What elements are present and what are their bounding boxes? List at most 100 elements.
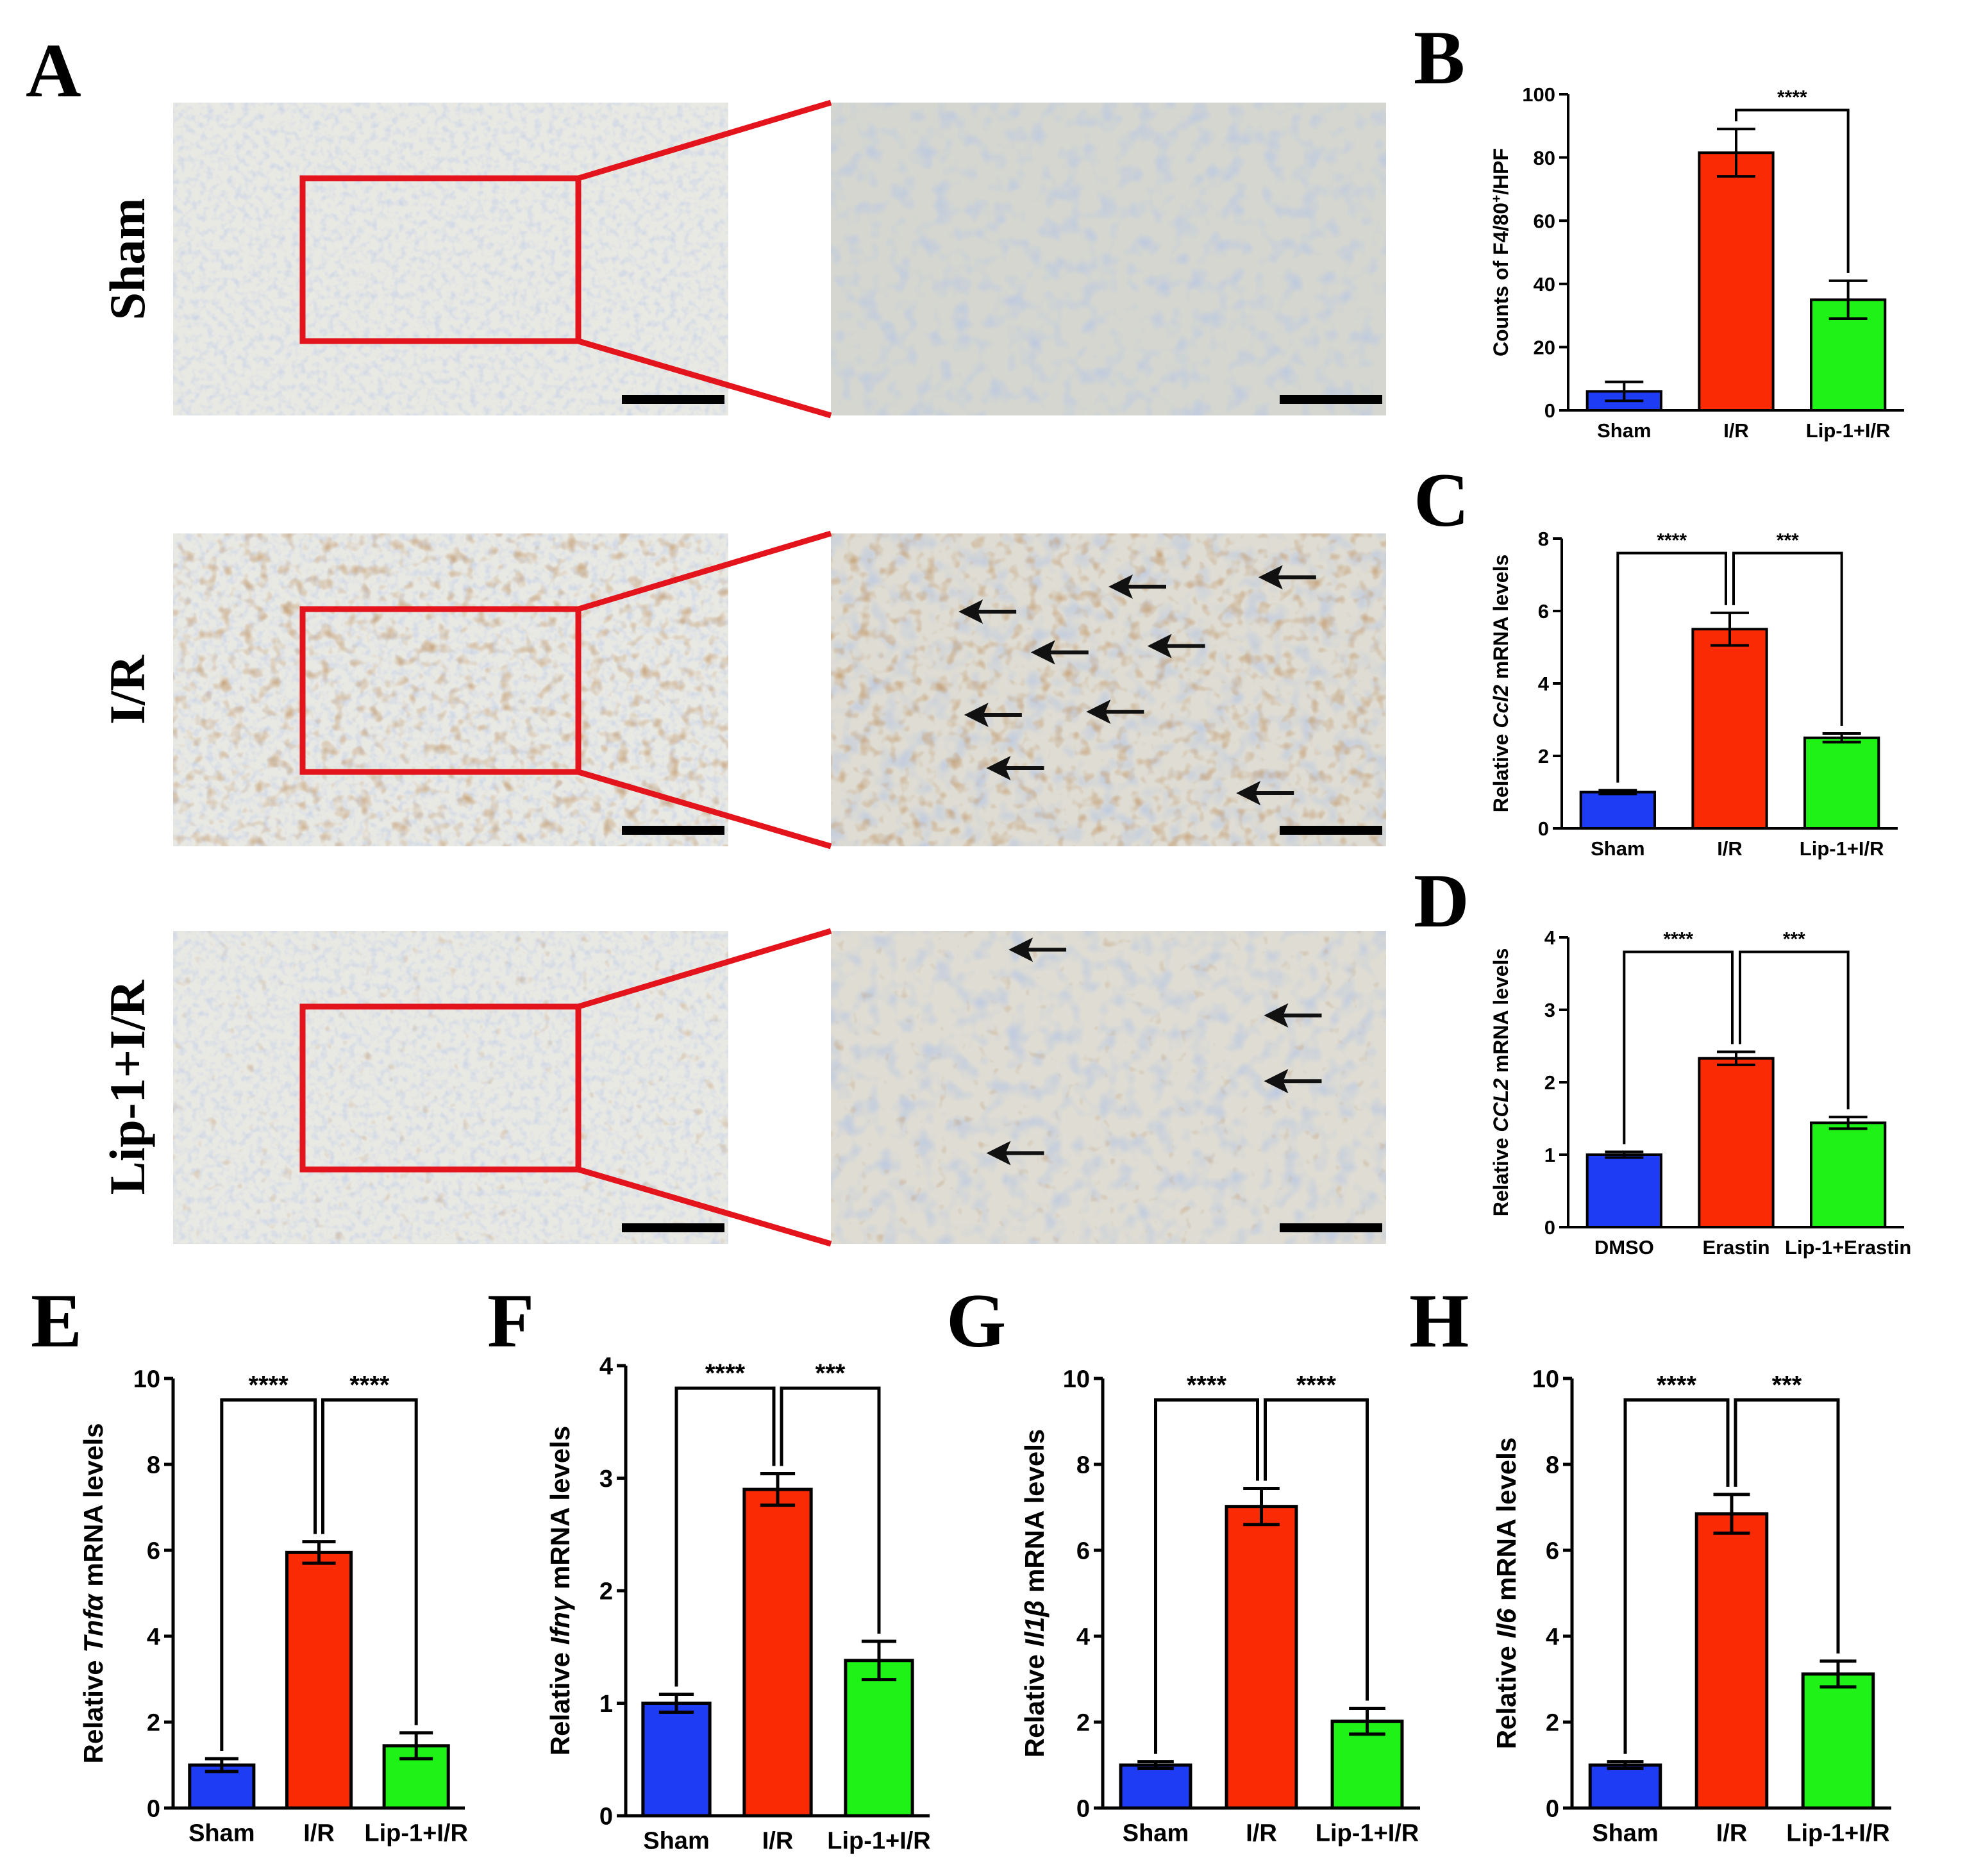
significance-label: ****	[349, 1371, 390, 1400]
bar-1	[1691, 628, 1768, 830]
panel-letter: C	[1414, 457, 1469, 542]
significance-bracket	[674, 1386, 776, 1687]
panel-letter: D	[1414, 858, 1469, 943]
y-axis-label-part: mRNA levels	[545, 1426, 575, 1597]
significance-label: ****	[1657, 530, 1687, 551]
y-tick-label: 0	[599, 1804, 613, 1830]
y-axis-label-part: Ccl2	[1489, 685, 1512, 728]
category-label: I/R	[1723, 419, 1749, 442]
significance-bracket	[220, 1398, 317, 1751]
panel-letter-a: A	[26, 28, 81, 113]
y-tick-label: 2	[599, 1579, 613, 1605]
category-label: Lip-1+I/R	[1800, 837, 1884, 860]
y-axis-label: Relative Ccl2 mRNA levels	[1489, 555, 1512, 813]
category-label: Lip-1+I/R	[1786, 1820, 1890, 1847]
significance-bracket	[1739, 950, 1850, 1110]
panel-a: A Sham I/R Lip-1+I/R	[26, 28, 1386, 1247]
significance-bracket	[1735, 108, 1850, 273]
arrow-icon	[1264, 1069, 1289, 1094]
zoom-connector-top	[577, 530, 832, 612]
panel-letter: G	[946, 1278, 1006, 1363]
y-tick-label: 10	[1532, 1366, 1559, 1393]
y-axis-label-part: +	[1489, 195, 1504, 203]
bar-1	[1698, 1057, 1775, 1228]
y-tick-label: 20	[1534, 337, 1555, 359]
y-tick-label: 4	[147, 1624, 160, 1651]
y-tick-label: 0	[147, 1796, 160, 1823]
y-tick-label: 0	[1544, 1216, 1555, 1239]
category-label: Erastin	[1702, 1236, 1769, 1259]
category-label: I/R	[1246, 1820, 1277, 1847]
bar-2	[1810, 1121, 1887, 1229]
category-label: Sham	[1597, 419, 1651, 442]
zoom-connector-bottom	[577, 769, 832, 850]
y-axis-label-part: Counts of F4/80	[1489, 203, 1512, 356]
zoom-box	[299, 175, 581, 344]
y-axis-label-part: Relative	[78, 1653, 108, 1764]
y-tick-label: 8	[1538, 528, 1549, 550]
scale-bar	[1280, 1223, 1382, 1232]
significance-label: ****	[1187, 1371, 1227, 1400]
bar-0	[641, 1702, 712, 1818]
significance-label: ***	[1783, 929, 1805, 950]
significance-label: ***	[1777, 530, 1799, 551]
y-tick-label: 0	[1544, 399, 1555, 422]
bar-0	[1588, 1763, 1662, 1810]
y-axis-label-part: Ifnγ	[545, 1595, 575, 1645]
y-tick-label: 8	[147, 1452, 160, 1479]
bar-2	[844, 1659, 914, 1818]
nuclei-texture	[173, 103, 728, 415]
y-axis-label-part: Relative	[1489, 728, 1512, 813]
category-label: I/R	[1717, 837, 1743, 860]
category-label: Lip-1+I/R	[1316, 1820, 1419, 1847]
significance-bracket	[1732, 551, 1843, 726]
y-tick-label: 2	[147, 1710, 160, 1737]
category-label: Sham	[643, 1827, 709, 1854]
scale-bar	[622, 826, 724, 835]
scale-bar	[622, 1223, 724, 1232]
y-axis-label-part: mRNA levels	[1489, 555, 1512, 685]
y-tick-label: 6	[1076, 1538, 1090, 1565]
y-tick-label: 10	[133, 1366, 160, 1393]
y-axis-label-part: CCL2	[1489, 1078, 1512, 1132]
significance-label: ****	[1296, 1371, 1337, 1400]
chart-d: D 0 1 2 3 4 Relative CCL2 mRNA levels DMSO Erast…	[1414, 858, 1911, 1259]
arrow-icon	[964, 703, 989, 728]
bar-1	[1694, 1512, 1769, 1810]
zoom-connector-top	[577, 928, 832, 1010]
bar-2	[1803, 736, 1880, 830]
arrow-icon	[1147, 633, 1172, 658]
stain-texture	[831, 931, 1386, 1244]
y-tick-label: 2	[1538, 745, 1549, 767]
significance-bracket	[1264, 1398, 1369, 1701]
zoom-box	[299, 1003, 581, 1173]
stain-texture	[173, 931, 728, 1244]
y-tick-label: 2	[1544, 1071, 1555, 1094]
y-tick-label: 3	[599, 1466, 613, 1493]
significance-bracket	[1154, 1398, 1259, 1754]
panel-letter: B	[1414, 15, 1465, 100]
category-label: Lip-1+I/R	[827, 1827, 931, 1854]
significance-bracket	[780, 1386, 881, 1634]
arrow-icon	[1030, 640, 1055, 665]
y-axis-label: Relative Tnfα mRNA levels	[78, 1423, 108, 1764]
y-tick-label: 4	[1538, 673, 1550, 695]
significance-bracket	[321, 1398, 418, 1725]
category-label: Lip-1+I/R	[364, 1820, 468, 1847]
y-axis-label-part: Relative	[1489, 1132, 1512, 1217]
chart-f: F 0 1 2 3 4 Relative Ifnγ mRNA levels Sham I/R Li…	[487, 1278, 931, 1854]
row-label: Sham	[99, 198, 155, 321]
arrow-icon	[1108, 574, 1133, 599]
significance-label: ****	[705, 1359, 746, 1387]
significance-bracket	[1623, 1398, 1730, 1754]
stain-texture	[831, 533, 1386, 846]
y-tick-label: 60	[1534, 210, 1555, 232]
y-axis-label: Relative Il6 mRNA levels	[1491, 1437, 1521, 1749]
chart-c: C 0 2 4 6 8 Relative Ccl2 mRNA levels Sham I/R Li…	[1414, 457, 1898, 860]
category-label: Sham	[1591, 837, 1644, 860]
y-tick-label: 4	[599, 1353, 613, 1380]
chart-b: B 0 20 40 60 80 100 Counts of F4/80+/HPF Sham I/R…	[1414, 15, 1904, 442]
chart-e: E 0 2 4 6 8 10 Relative Tnfα mRNA levels Sham I/R…	[31, 1278, 468, 1847]
arrow-icon	[1264, 1003, 1289, 1028]
scale-bar	[622, 395, 724, 404]
